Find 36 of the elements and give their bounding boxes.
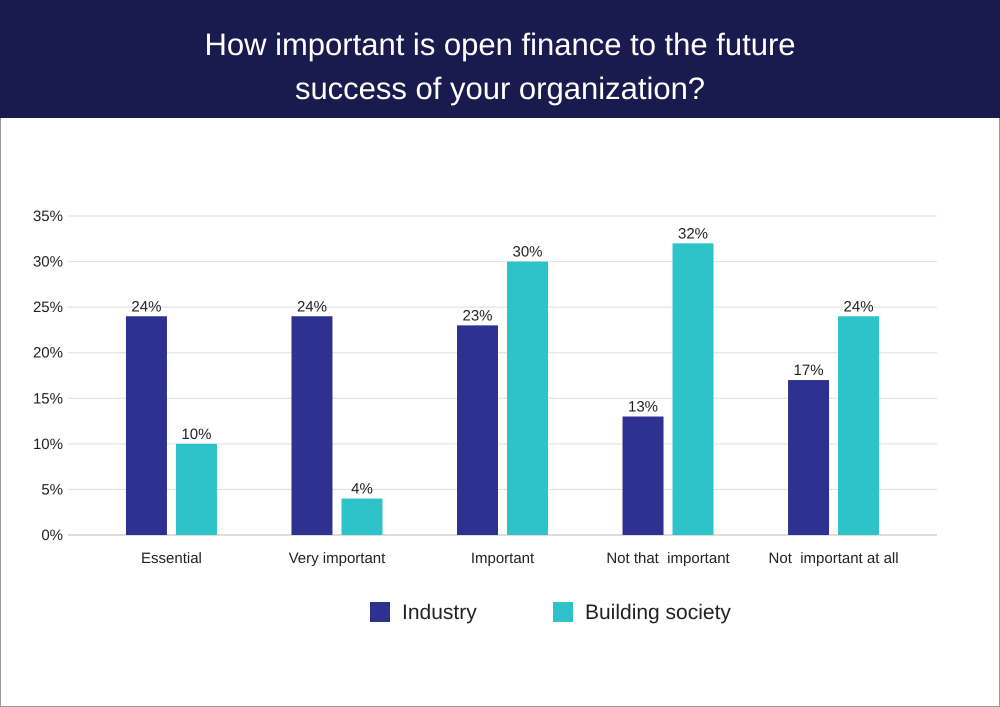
bar — [622, 416, 664, 535]
y-tick-label: 25% — [32, 299, 63, 316]
bar — [507, 262, 548, 535]
bar — [838, 316, 880, 535]
data-label: 24% — [844, 298, 874, 316]
data-label: 13% — [628, 398, 658, 416]
y-tick-label: 0% — [41, 527, 63, 544]
data-label: 4% — [351, 480, 373, 498]
x-tick-label: Not that important — [606, 550, 731, 567]
data-label: 30% — [512, 244, 543, 261]
legend-label: Industry — [402, 601, 478, 624]
bar — [291, 316, 332, 535]
x-tick-label: Not important at all — [768, 550, 899, 567]
bar — [126, 316, 167, 535]
data-label: 32% — [678, 225, 708, 242]
y-tick-label: 15% — [32, 390, 63, 408]
y-tick-label: 20% — [32, 344, 63, 362]
data-label: 10% — [181, 426, 212, 443]
bar — [788, 380, 830, 535]
y-tick-label: 35% — [32, 208, 63, 225]
data-label: 23% — [462, 307, 493, 324]
data-label: 24% — [296, 298, 327, 316]
x-tick-label: Important — [470, 550, 536, 567]
chart-title: How important is open finance to the future success of your organization? — [204, 27, 796, 106]
bar — [457, 325, 498, 535]
x-tick-label: Very important — [288, 550, 386, 567]
bar — [672, 243, 714, 535]
data-label: 17% — [794, 362, 824, 380]
y-tick-label: 30% — [32, 254, 63, 271]
bar — [341, 498, 382, 535]
y-tick-label: 5% — [41, 481, 63, 498]
y-tick-label: 10% — [32, 436, 63, 453]
legend-label: Building society — [585, 601, 732, 624]
bar — [176, 444, 217, 535]
data-label: 24% — [131, 298, 162, 316]
x-tick-label: Essential — [141, 550, 202, 567]
